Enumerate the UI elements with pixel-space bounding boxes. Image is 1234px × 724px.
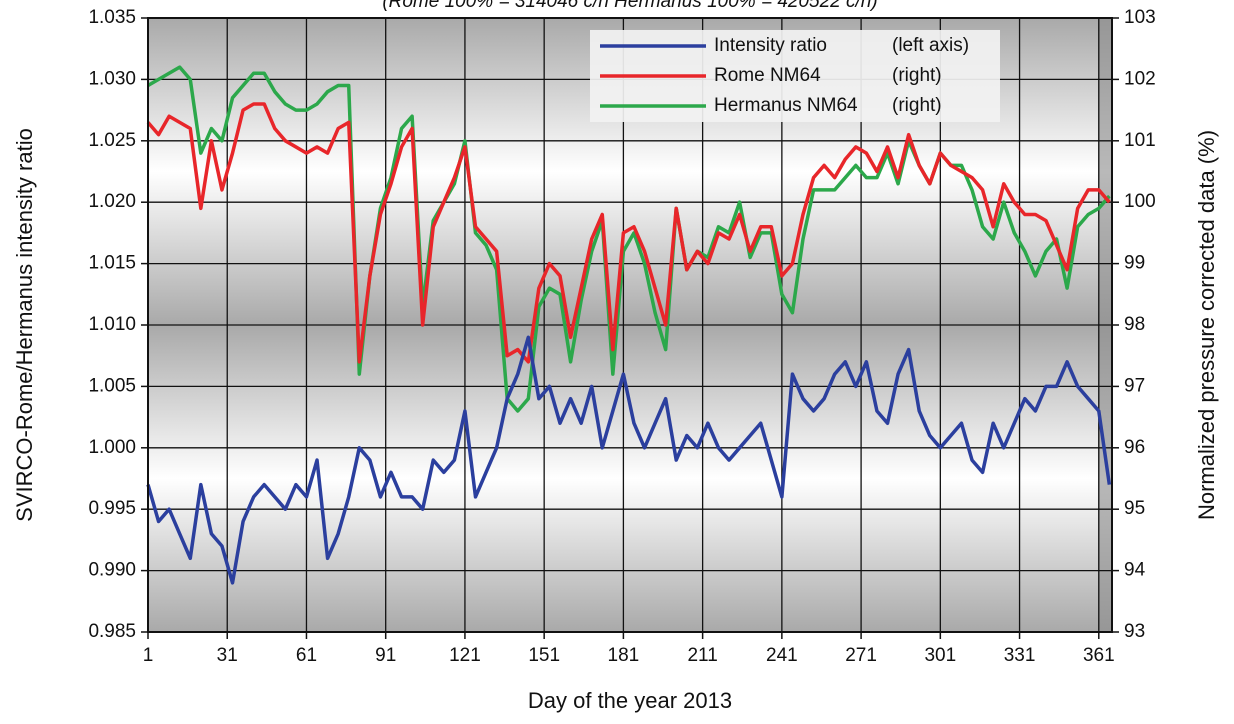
y2-tick-label: 102 — [1124, 68, 1156, 89]
series-line — [146, 335, 1112, 585]
y-tick-label: 0.995 — [88, 498, 136, 519]
y2-tick-label: 99 — [1124, 253, 1145, 274]
legend-note: (right) — [892, 65, 942, 86]
y2-tick-label: 95 — [1124, 498, 1145, 519]
legend-label: Intensity ratio — [714, 35, 827, 56]
y-tick-label: 1.010 — [88, 314, 136, 335]
y2-tick-label: 96 — [1124, 437, 1145, 458]
x-tick-label: 91 — [375, 645, 396, 666]
x-tick-label: 331 — [1004, 645, 1036, 666]
y2-tick-label: 101 — [1124, 130, 1156, 151]
y2-axis-label: Normalized pressure corrected data (%) — [1194, 130, 1219, 520]
y-tick-label: 1.025 — [88, 130, 136, 151]
x-tick-label: 31 — [217, 645, 238, 666]
y2-tick-label: 98 — [1124, 314, 1145, 335]
legend-note: (right) — [892, 95, 942, 116]
x-tick-label: 121 — [449, 645, 481, 666]
y2-tick-label: 94 — [1124, 560, 1146, 581]
y2-tick-label: 93 — [1124, 621, 1145, 642]
x-tick-label: 1 — [143, 645, 154, 666]
legend-label: Hermanus NM64 — [714, 95, 858, 116]
series-line — [146, 102, 1111, 364]
x-tick-label: 361 — [1083, 645, 1115, 666]
y-tick-label: 1.035 — [88, 7, 136, 28]
y-tick-label: 1.000 — [88, 437, 136, 458]
legend-label: Rome NM64 — [714, 65, 821, 86]
y-tick-label: 1.030 — [88, 68, 136, 89]
y-tick-label: 1.020 — [88, 191, 136, 212]
y-tick-label: 0.990 — [88, 560, 136, 581]
y-tick-label: 1.015 — [88, 253, 136, 274]
x-tick-label: 61 — [296, 645, 317, 666]
x-tick-label: 271 — [845, 645, 877, 666]
subtitle: (Rome 100% = 314046 c/h Hermanus 100% = … — [382, 0, 877, 12]
x-tick-label: 211 — [687, 645, 717, 666]
x-tick-label: 301 — [924, 645, 956, 666]
x-axis-label: Day of the year 2013 — [528, 688, 732, 713]
x-tick-label: 151 — [528, 645, 560, 666]
y-tick-label: 0.985 — [88, 621, 136, 642]
y2-tick-label: 103 — [1124, 7, 1156, 28]
y-tick-label: 1.005 — [88, 375, 136, 396]
y-axis-label: SVIRCO-Rome/Hermanus intensity ratio — [12, 128, 37, 522]
y2-tick-label: 100 — [1124, 191, 1156, 212]
x-tick-label: 241 — [766, 645, 798, 666]
y2-tick-label: 97 — [1124, 375, 1145, 396]
x-tick-label: 181 — [608, 645, 640, 666]
legend-note: (left axis) — [892, 35, 969, 56]
